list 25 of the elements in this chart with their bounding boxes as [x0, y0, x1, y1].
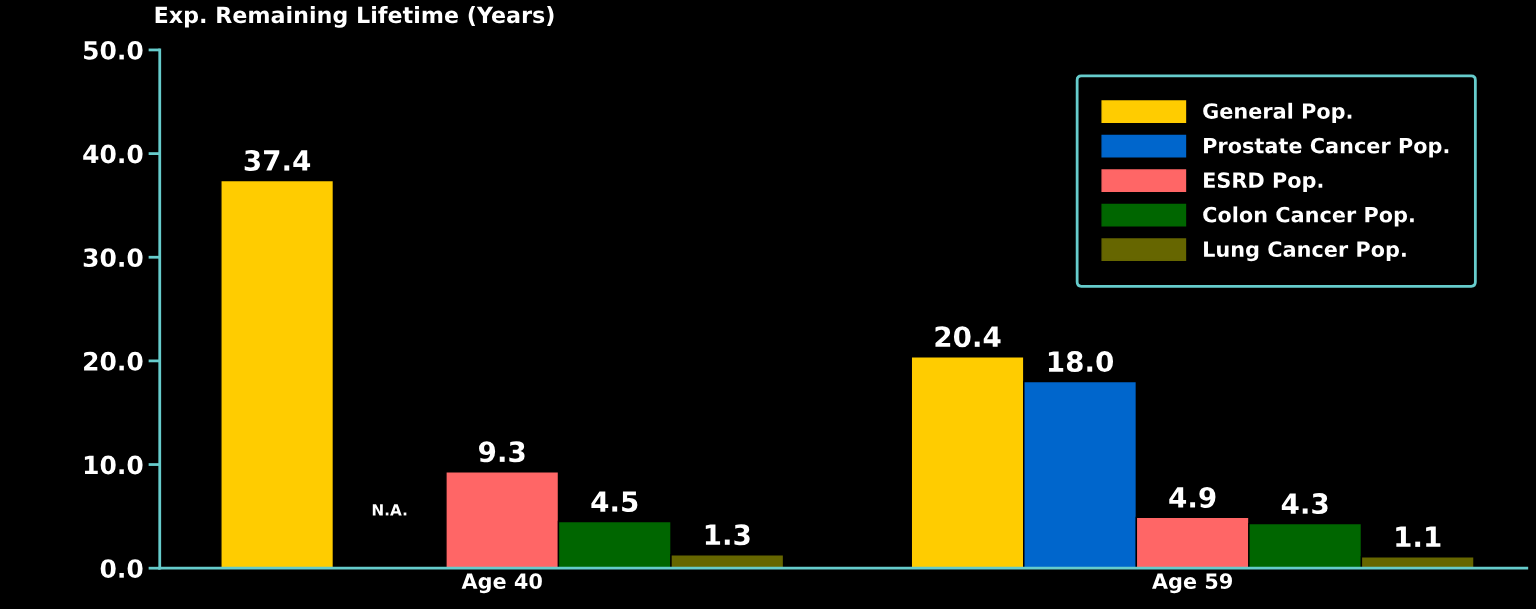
bar: [220, 179, 335, 569]
legend-label: Prostate Cancer Pop.: [1204, 137, 1449, 158]
x-tick-label: Age 40: [461, 573, 542, 594]
data-label: 1.3: [705, 524, 750, 546]
legend-label: ESRD Pop.: [1204, 172, 1323, 193]
y-tick-label: 50.0: [84, 40, 143, 60]
y-tick-label: 30.0: [83, 248, 143, 268]
data-label: 37.4: [244, 150, 311, 172]
legend-label: General Pop.: [1203, 102, 1352, 123]
y-axis-title: Exp. Remaining Lifetime (Years): [155, 6, 554, 28]
x-tick-label: Age 59: [1152, 573, 1232, 594]
data-label: 18.0: [1048, 351, 1114, 373]
y-tick-label: 0.0: [100, 559, 143, 579]
data-label: 4.9: [1169, 486, 1216, 508]
legend-label: Lung Cancer Pop.: [1204, 241, 1406, 262]
data-label: 9.3: [479, 441, 525, 463]
y-tick-label: 20.0: [84, 351, 143, 371]
data-label: 20.4: [935, 326, 1001, 348]
legend-label: Colon Cancer Pop.: [1203, 206, 1414, 227]
data-label: 1.1: [1396, 526, 1441, 547]
data-label: 4.3: [1281, 493, 1328, 515]
y-tick-label: 10.0: [84, 455, 143, 475]
data-label: 4.5: [591, 491, 638, 513]
y-tick-label: 40.0: [83, 144, 143, 164]
text: N.A.: [372, 504, 407, 516]
